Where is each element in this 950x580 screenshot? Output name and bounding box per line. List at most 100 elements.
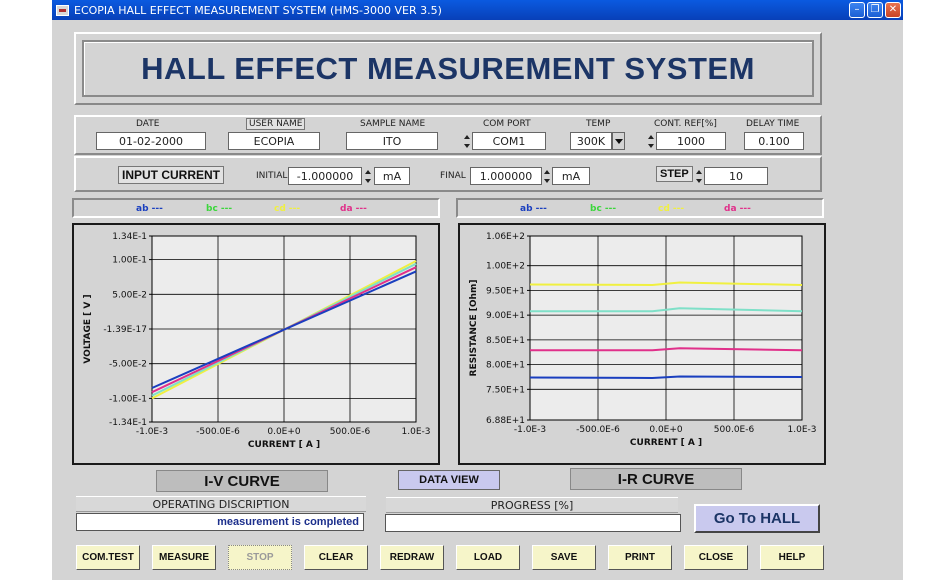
ir-legend-0: ab ---: [520, 204, 547, 214]
ir-y-axis-label: RESISTANCE [Ohm]: [469, 280, 479, 377]
step-field[interactable]: 10: [704, 167, 768, 185]
data-view-button[interactable]: DATA VIEW: [398, 470, 500, 490]
iv-curve-label: I-V CURVE: [156, 470, 328, 492]
iv-plot-frame: -1.0E-3 -500.0E-6 0.0E+0 500.0E-6 1.0E-3 1.34…: [72, 223, 440, 465]
ir-x-tick-label: 0.0E+0: [649, 425, 683, 435]
maximize-icon[interactable]: ❐: [867, 2, 883, 18]
step-label: STEP: [656, 166, 693, 182]
cont-ref-spinner[interactable]: [646, 132, 655, 150]
iv-y-axis-label: VOLTAGE [ V ]: [83, 294, 93, 363]
iv-legend: ab --- bc --- cd --- da ---: [72, 198, 440, 218]
window-title: ECOPIA HALL EFFECT MEASUREMENT SYSTEM (H…: [74, 3, 442, 17]
ir-y-tick-label: 8.00E+1: [486, 361, 525, 371]
save-button[interactable]: SAVE: [532, 545, 596, 570]
ir-x-tick-label: -500.0E-6: [576, 425, 620, 435]
minimize-icon[interactable]: –: [849, 2, 865, 18]
ir-y-tick-label: 1.06E+2: [486, 232, 525, 242]
iv-x-tick-label: 500.0E-6: [330, 427, 371, 437]
cont-ref-field[interactable]: 1000: [656, 132, 726, 150]
com-port-field[interactable]: COM1: [472, 132, 546, 150]
operating-status: measurement is completed: [76, 513, 364, 531]
final-current-spinner[interactable]: [542, 167, 551, 185]
ir-y-tick-label: 8.50E+1: [486, 336, 525, 346]
temp-select[interactable]: 300K: [570, 132, 612, 150]
date-label: DATE: [136, 119, 160, 129]
ir-x-tick-label: -1.0E-3: [514, 425, 546, 435]
sample-name-label: SAMPLE NAME: [360, 119, 426, 129]
print-button[interactable]: PRINT: [608, 545, 672, 570]
banner-inner-frame: HALL EFFECT MEASUREMENT SYSTEM: [82, 40, 814, 97]
iv-x-axis-label: CURRENT [ A ]: [248, 440, 320, 450]
com-port-spinner[interactable]: [462, 132, 471, 150]
banner-title: HALL EFFECT MEASUREMENT SYSTEM: [141, 50, 755, 86]
user-name-field[interactable]: ECOPIA: [228, 132, 320, 150]
iv-y-tick-label: 1.34E-1: [112, 232, 147, 242]
initial-unit: mA: [374, 167, 410, 185]
application-client-area: HALL EFFECT MEASUREMENT SYSTEM DATE 01-0…: [52, 20, 903, 580]
sample-name-field[interactable]: ITO: [346, 132, 438, 150]
final-unit: mA: [552, 167, 590, 185]
iv-y-tick-label: -1.34E-1: [109, 418, 147, 428]
measure-button[interactable]: MEASURE: [152, 545, 216, 570]
progress-caption: PROGRESS [%]: [386, 497, 678, 513]
ir-y-tick-label: 6.88E+1: [486, 416, 525, 426]
iv-y-tick-label: -1.00E-1: [109, 394, 147, 404]
ir-series-0: [529, 281, 803, 287]
iv-legend-3: da ---: [340, 204, 367, 214]
ir-series-1: [530, 307, 803, 313]
window-controls: – ❐ ✕: [849, 2, 901, 18]
delay-time-label: DELAY TIME: [746, 119, 800, 129]
ir-x-tick-label: 500.0E-6: [714, 425, 755, 435]
go-to-hall-button[interactable]: Go To HALL: [694, 504, 820, 533]
close-button[interactable]: CLOSE: [684, 545, 748, 570]
initial-current-field[interactable]: -1.000000: [288, 167, 362, 185]
ir-legend-1: bc ---: [590, 204, 617, 214]
ir-legend-2: cd ---: [658, 204, 685, 214]
iv-y-tick-label: -1.39E-17: [103, 325, 147, 335]
stop-button[interactable]: STOP: [228, 545, 292, 570]
user-name-label: USER NAME: [246, 118, 306, 130]
iv-x-tick-label: 1.0E-3: [402, 427, 431, 437]
step-spinner[interactable]: [694, 167, 703, 185]
input-current-panel: INPUT CURRENT INITIAL -1.000000 mA FINAL…: [74, 156, 822, 192]
iv-y-tick-label: -5.00E-2: [109, 360, 147, 370]
chevron-down-icon[interactable]: [612, 132, 625, 150]
ir-curve-label: I-R CURVE: [570, 468, 742, 490]
final-current-field[interactable]: 1.000000: [470, 167, 542, 185]
delay-time-field[interactable]: 0.100: [744, 132, 804, 150]
iv-x-tick-label: -1.0E-3: [136, 427, 168, 437]
ir-legend: ab --- bc --- cd --- da ---: [456, 198, 824, 218]
banner-frame: HALL EFFECT MEASUREMENT SYSTEM: [74, 32, 822, 105]
ir-y-tick-label: 9.50E+1: [486, 286, 525, 296]
ir-series-3: [529, 375, 803, 380]
iv-y-tick-label: 1.00E-1: [112, 256, 147, 266]
redraw-button[interactable]: REDRAW: [380, 545, 444, 570]
progress-bar: [385, 514, 681, 532]
com-test-button[interactable]: COM.TEST: [76, 545, 140, 570]
app-icon: [56, 4, 69, 16]
iv-x-tick-label: 0.0E+0: [267, 427, 301, 437]
initial-current-spinner[interactable]: [363, 167, 372, 185]
clear-button[interactable]: CLEAR: [304, 545, 368, 570]
help-button[interactable]: HELP: [760, 545, 824, 570]
initial-label: INITIAL: [256, 171, 288, 181]
iv-legend-2: cd ---: [274, 204, 301, 214]
com-port-label: COM PORT: [483, 119, 531, 129]
cont-ref-label: CONT. REF[%]: [654, 119, 717, 129]
iv-series-3: [151, 270, 417, 389]
parameter-panel: DATE 01-02-2000 USER NAME ECOPIA SAMPLE …: [74, 115, 822, 155]
ir-y-tick-label: 1.00E+2: [486, 262, 525, 272]
ir-y-tick-label: 7.50E+1: [486, 385, 525, 395]
ir-chart: -1.0E-3 -500.0E-6 0.0E+0 500.0E-6 1.0E-3 1.06…: [469, 232, 817, 448]
date-field[interactable]: 01-02-2000: [96, 132, 206, 150]
close-icon[interactable]: ✕: [885, 2, 901, 18]
ir-x-tick-label: 1.0E-3: [788, 425, 817, 435]
ir-series-2: [530, 347, 803, 352]
iv-legend-0: ab ---: [136, 204, 163, 214]
ir-legend-3: da ---: [724, 204, 751, 214]
load-button[interactable]: LOAD: [456, 545, 520, 570]
iv-chart: -1.0E-3 -500.0E-6 0.0E+0 500.0E-6 1.0E-3 1.34…: [83, 232, 431, 450]
window-title-bar[interactable]: ECOPIA HALL EFFECT MEASUREMENT SYSTEM (H…: [52, 0, 903, 20]
input-current-label: INPUT CURRENT: [118, 166, 224, 184]
temp-label: TEMP: [586, 119, 611, 129]
